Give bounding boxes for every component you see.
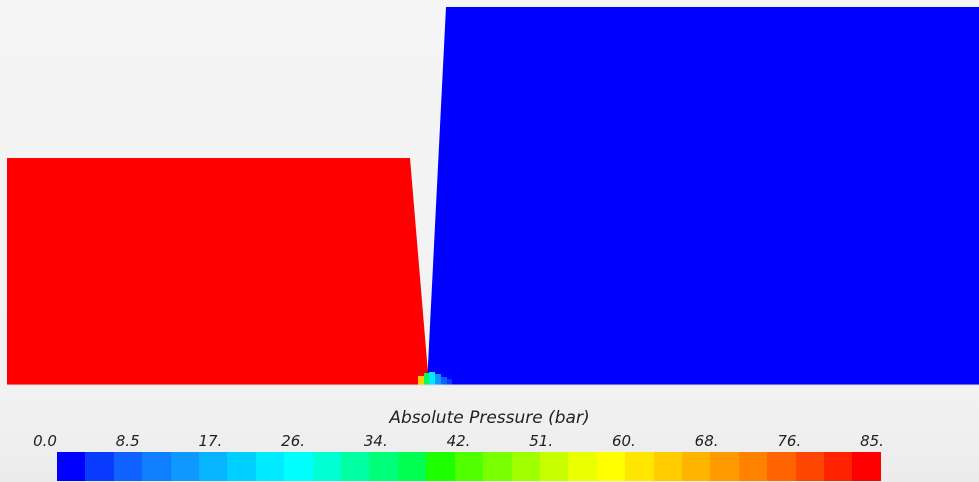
colorbar-swatch — [454, 452, 484, 481]
legend-title: Absolute Pressure (bar) — [389, 408, 590, 428]
high-pressure-region — [7, 158, 429, 385]
legend-tick-label: 17. — [198, 432, 223, 450]
colorbar-swatch — [57, 452, 86, 481]
legend-tick-label: 26. — [281, 432, 306, 450]
legend-tick-label: 42. — [446, 432, 471, 450]
colorbar-swatch — [596, 452, 626, 481]
colorbar-swatch — [511, 452, 540, 481]
colorbar-swatch — [795, 452, 824, 481]
legend-tick-label: 0.0 — [33, 432, 57, 450]
colorbar-swatch — [625, 452, 654, 481]
colorbar-swatch — [852, 452, 881, 481]
colorbar-swatch — [710, 452, 739, 481]
colorbar-swatch — [255, 452, 285, 481]
colorbar-swatch — [823, 452, 853, 481]
jet-transition-zone — [418, 372, 452, 385]
legend-tick-label: 85. — [860, 432, 884, 450]
colorbar-swatch — [653, 452, 682, 481]
colorbar-swatch — [85, 452, 114, 481]
colorbar-swatch — [113, 452, 143, 481]
legend-tick-label: 34. — [363, 432, 388, 450]
legend-tick-label: 76. — [777, 432, 802, 450]
colorbar-swatch — [681, 452, 711, 481]
colorbar-swatch — [341, 452, 370, 481]
colorbar-swatch — [199, 452, 228, 481]
legend-colorbar — [57, 452, 881, 481]
colorbar-swatch — [397, 452, 427, 481]
legend-tick-label: 68. — [694, 432, 719, 450]
legend-tick-label: 8.5 — [115, 432, 140, 450]
colorbar-swatch — [170, 452, 200, 481]
low-pressure-region — [427, 7, 979, 385]
colorbar-swatch — [312, 452, 342, 481]
colorbar-swatch — [767, 452, 796, 481]
colorbar-swatch — [738, 452, 768, 481]
legend-tick-label: 51. — [529, 432, 554, 450]
colorbar-swatch — [568, 452, 597, 481]
colorbar-swatch — [142, 452, 171, 481]
colorbar-swatch — [483, 452, 512, 481]
colorbar-swatch — [426, 452, 455, 481]
colorbar-swatch — [539, 452, 569, 481]
legend-tick-label: 60. — [611, 432, 636, 450]
colorbar-swatch — [369, 452, 398, 481]
colorbar-swatch — [284, 452, 313, 481]
colorbar-swatch — [227, 452, 256, 481]
